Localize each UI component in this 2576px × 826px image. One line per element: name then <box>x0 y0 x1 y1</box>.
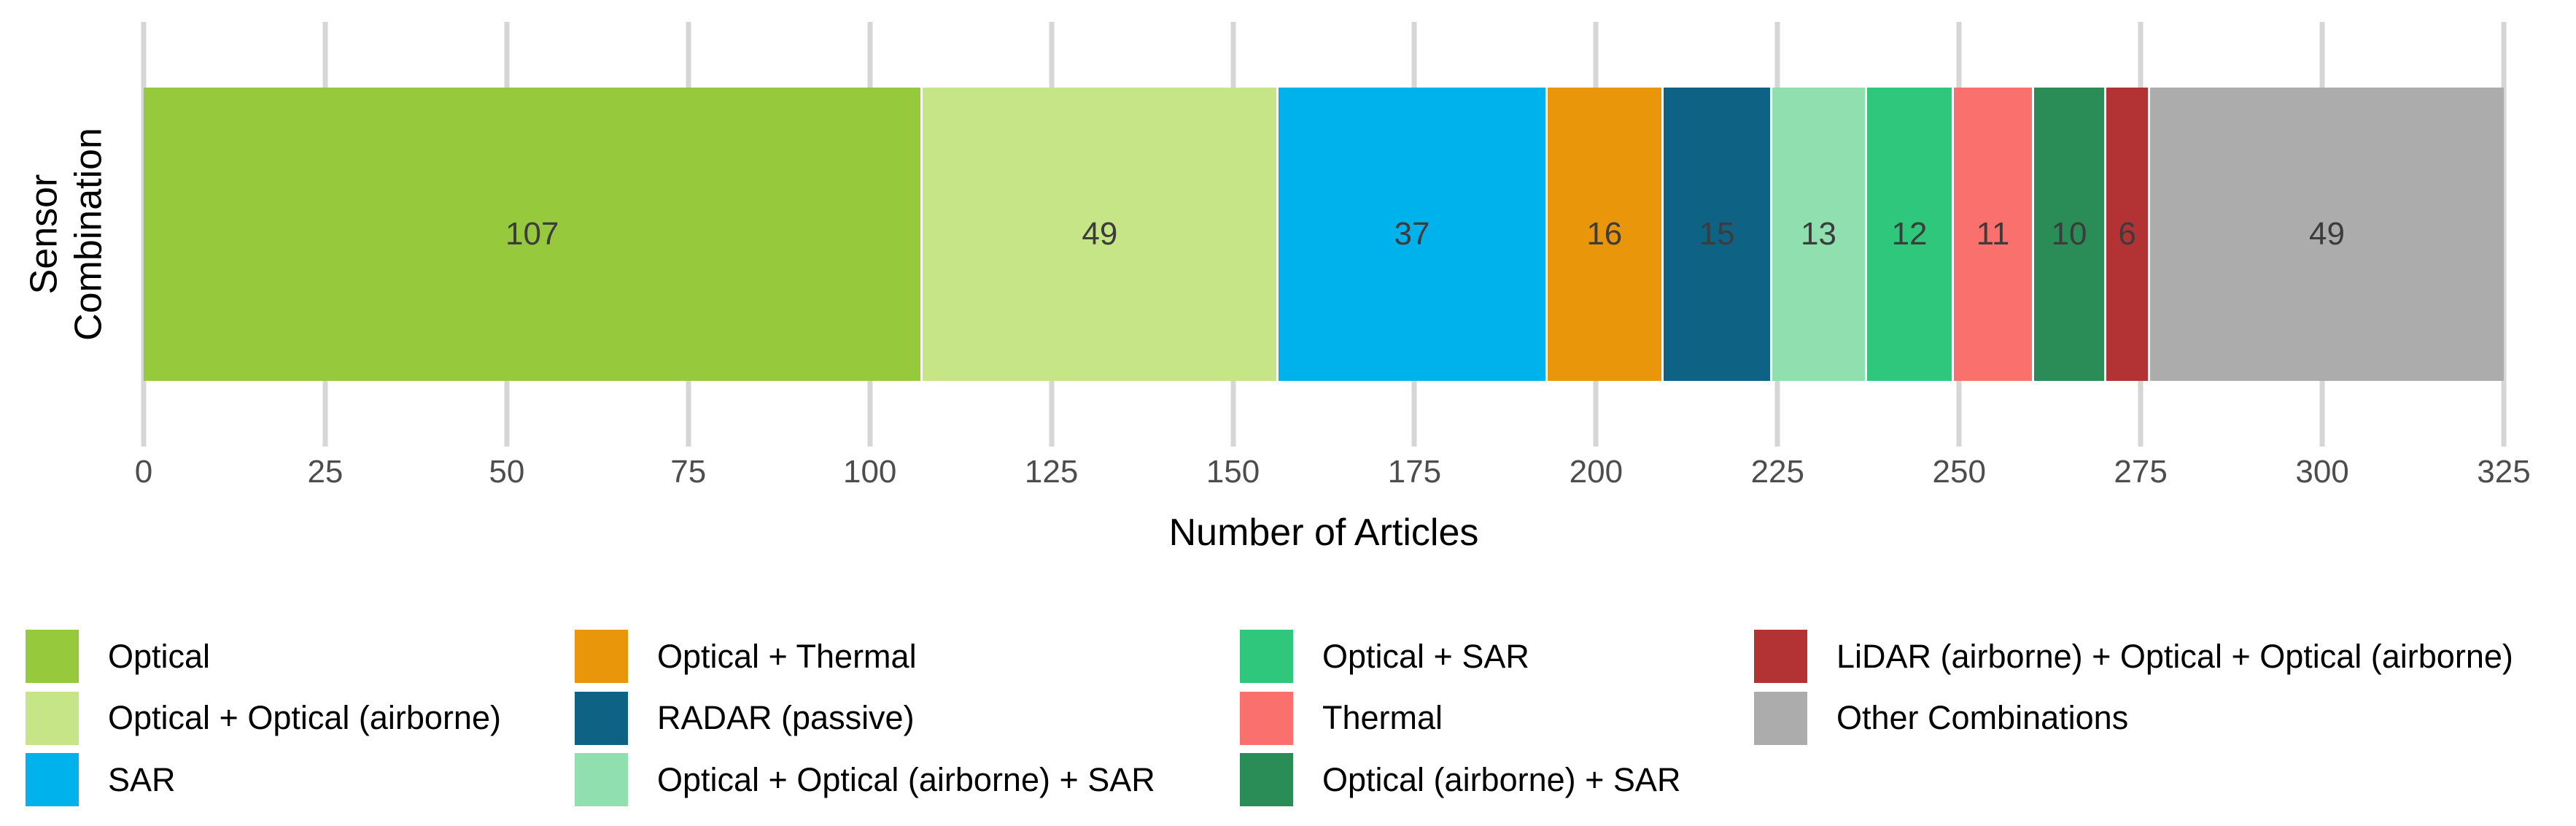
legend-label: Other Combinations <box>1836 699 2129 736</box>
legend-swatch-radar-passive <box>575 691 628 745</box>
legend-swatch-lidar-airborne-optical-optical-airborne <box>1754 630 1807 683</box>
x-tick-label-150: 150 <box>1206 454 1260 490</box>
bar-segment-sar: 37 <box>1276 88 1545 381</box>
bar-segment-value: 10 <box>2051 216 2087 252</box>
legend-label: Thermal <box>1322 699 1443 736</box>
x-tick-label-25: 25 <box>307 454 344 490</box>
y-axis-title-line-2: Combination <box>68 128 110 341</box>
legend-label: RADAR (passive) <box>657 699 915 736</box>
legend-item-thermal: Thermal <box>1240 691 1443 745</box>
bar-segment-radar-passive: 15 <box>1661 88 1771 381</box>
bar-segment-value: 49 <box>1082 216 1118 252</box>
legend-swatch-optical-thermal <box>575 630 628 683</box>
legend-item-optical-sar: Optical + SAR <box>1240 630 1529 683</box>
legend-item-optical: Optical <box>26 630 210 683</box>
legend-label: Optical + Optical (airborne) + SAR <box>657 760 1155 798</box>
legend-swatch-thermal <box>1240 691 1293 745</box>
stacked-bar: 107 49 37 16 15 13 12 11 10 6 49 <box>144 88 2504 381</box>
legend-label: SAR <box>108 760 176 798</box>
bar-segment-optical-optical-airborne: 49 <box>920 88 1277 381</box>
bar-segment-value: 11 <box>1976 216 2010 252</box>
legend-item-radar-passive: RADAR (passive) <box>575 691 915 745</box>
bar-segment-lidar-airborne-optical-optical-airborne: 6 <box>2104 88 2149 381</box>
legend-swatch-other-combinations <box>1754 691 1807 745</box>
legend-label: Optical (airborne) + SAR <box>1322 760 1681 798</box>
legend-label: Optical + SAR <box>1322 637 1529 675</box>
bar-segment-value: 49 <box>2308 216 2345 252</box>
legend-swatch-optical-optical-airborne <box>26 691 79 745</box>
x-tick-label-200: 200 <box>1569 454 1623 490</box>
bar-segment-value: 15 <box>1699 216 1735 252</box>
x-tick-label-175: 175 <box>1387 454 1442 490</box>
legend-label: Optical <box>108 637 211 675</box>
bar-segment-optical-thermal: 16 <box>1545 88 1661 381</box>
bar-segment-thermal: 11 <box>1952 88 2032 381</box>
x-tick-label-225: 225 <box>1750 454 1805 490</box>
bar-segment-value: 16 <box>1586 216 1623 252</box>
legend-swatch-optical-optical-airborne-sar <box>575 753 628 806</box>
bar-segment-optical-sar: 12 <box>1864 88 1952 381</box>
legend-swatch-optical-sar <box>1240 630 1293 683</box>
x-tick-label-75: 75 <box>670 454 707 490</box>
bar-segment-value: 13 <box>1801 216 1836 252</box>
x-tick-label-275: 275 <box>2114 454 2168 490</box>
legend-label: Optical + Optical (airborne) <box>108 699 501 736</box>
bar-segment-value: 6 <box>2118 216 2136 252</box>
gridline-tick-325 <box>2501 22 2507 447</box>
legend-swatch-optical-airborne-sar <box>1240 753 1293 806</box>
legend-item-sar: SAR <box>26 753 176 806</box>
bar-segment-value: 107 <box>505 216 559 252</box>
legend-label: Optical + Thermal <box>657 637 917 675</box>
x-tick-label-325: 325 <box>2477 454 2531 490</box>
legend-swatch-optical <box>26 630 79 683</box>
legend-item-optical-thermal: Optical + Thermal <box>575 630 917 683</box>
legend-item-lidar-airborne-optical-optical-airborne: LiDAR (airborne) + Optical + Optical (ai… <box>1754 630 2513 683</box>
x-tick-label-0: 0 <box>134 454 153 490</box>
bar-segment-optical-airborne-sar: 10 <box>2031 88 2105 381</box>
x-axis-title: Number of Articles <box>1168 512 1479 554</box>
x-tick-label-50: 50 <box>489 454 525 490</box>
bar-segment-other-combinations: 49 <box>2148 88 2504 381</box>
x-tick-label-100: 100 <box>842 454 897 490</box>
x-tick-label-250: 250 <box>1932 454 1986 490</box>
legend-item-optical-optical-airborne: Optical + Optical (airborne) <box>26 691 501 745</box>
legend-label: LiDAR (airborne) + Optical + Optical (ai… <box>1836 637 2513 675</box>
bar-segment-optical-optical-airborne-sar: 13 <box>1770 88 1865 381</box>
bar-segment-optical: 107 <box>144 88 921 381</box>
x-tick-label-300: 300 <box>2295 454 2349 490</box>
legend-item-optical-optical-airborne-sar: Optical + Optical (airborne) + SAR <box>575 753 1155 806</box>
legend-item-other-combinations: Other Combinations <box>1754 691 2129 745</box>
x-tick-label-125: 125 <box>1024 454 1079 490</box>
y-axis-title: Sensor Combination <box>23 128 112 341</box>
legend-swatch-sar <box>26 753 79 806</box>
y-axis-title-line-1: Sensor <box>23 174 66 295</box>
legend-item-optical-airborne-sar: Optical (airborne) + SAR <box>1240 753 1680 806</box>
bar-segment-value: 37 <box>1394 216 1430 252</box>
bar-segment-value: 12 <box>1891 216 1928 252</box>
